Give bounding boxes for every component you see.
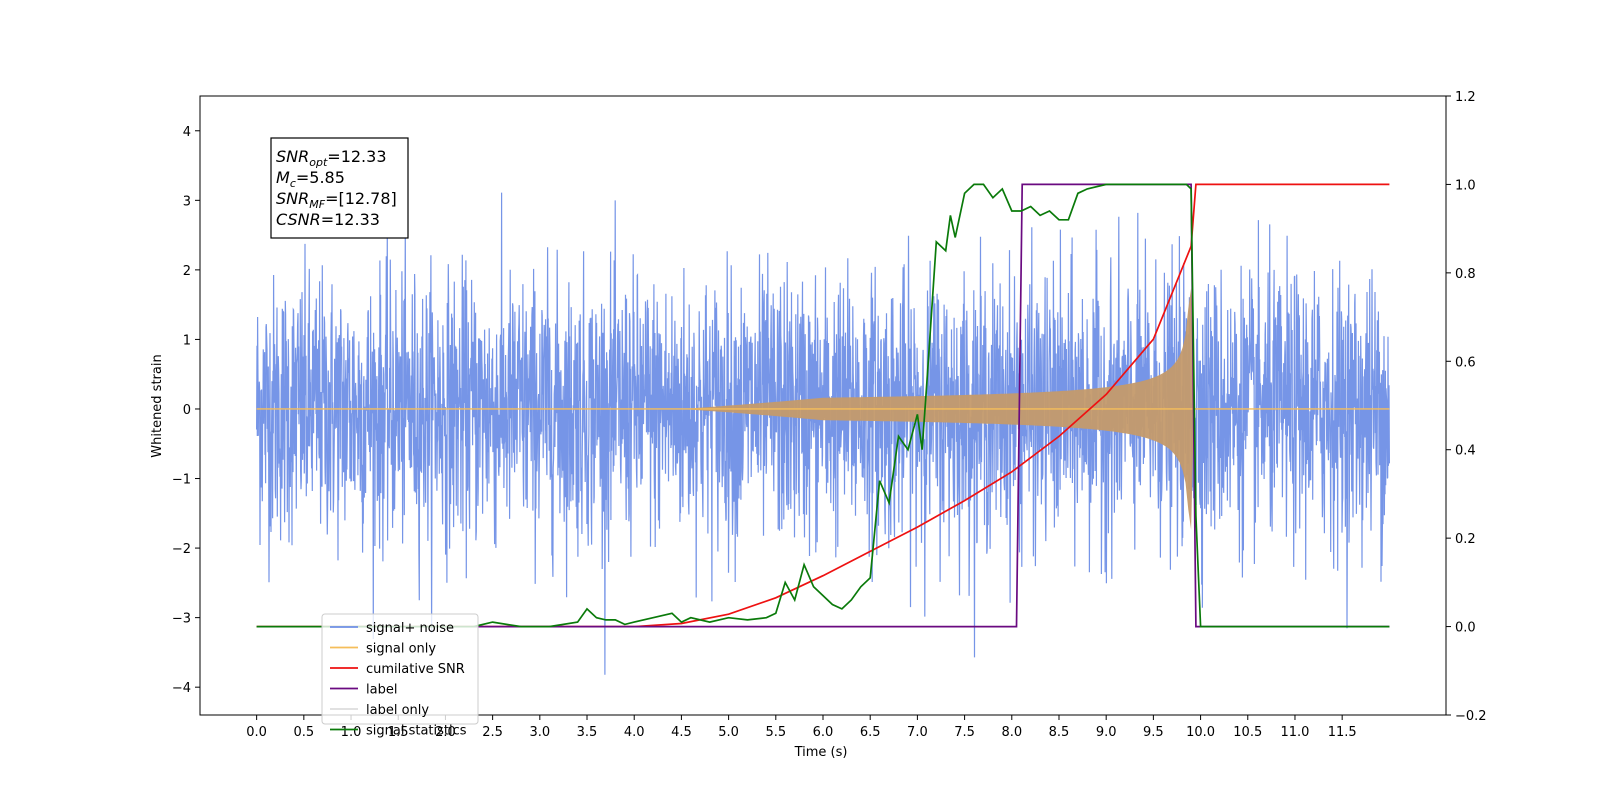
y2-tick-label: 0.8: [1455, 267, 1476, 282]
info-box-line: CSNR=12.33: [276, 210, 380, 229]
y2-tick-label: 1.0: [1455, 178, 1476, 193]
x-tick-label: 9.5: [1143, 725, 1164, 740]
legend-entry: label: [330, 683, 397, 698]
legend-entry: cumilative SNR: [330, 662, 465, 677]
legend-entry: label only: [330, 703, 429, 718]
legend-entry: signal only: [330, 642, 436, 657]
legend-label: signal+ noise: [366, 621, 454, 636]
x-tick-label: 4.0: [624, 725, 645, 740]
y-tick-label: 4: [183, 125, 191, 140]
legend-frame: [321, 613, 479, 725]
y-tick-label: 0: [183, 403, 191, 418]
x-tick-label: 11.0: [1280, 725, 1309, 740]
y2-tick-label: 0.2: [1455, 532, 1476, 547]
x-tick-label: 6.0: [813, 725, 834, 740]
legend-label: signal only: [366, 642, 436, 657]
x-tick-label: 8.5: [1049, 725, 1070, 740]
legend-label: label only: [366, 703, 429, 718]
x-tick-label: 8.0: [1001, 725, 1022, 740]
x-tick-label: 5.0: [718, 725, 739, 740]
x-tick-label: 1.5: [388, 725, 409, 740]
info-box: SNRopt=12.33Mc=5.85SNRMF=[12.78]CSNR=12.…: [270, 137, 409, 239]
y2-tick-label: 0.4: [1455, 444, 1476, 459]
legend-label: label: [366, 683, 397, 698]
y-tick-label: 1: [183, 333, 191, 348]
x-tick-label: 9.0: [1096, 725, 1117, 740]
y2-tick-label: 0.0: [1455, 621, 1476, 636]
y2-tick-label: 1.2: [1455, 90, 1476, 105]
x-tick-label: 7.5: [954, 725, 975, 740]
series-signal-statistics-line: [256, 183, 1390, 628]
y2-tick-label: −0.2: [1455, 709, 1487, 724]
legend-entry: signal statistics: [330, 724, 467, 739]
series-signal-noise-line: [256, 192, 1390, 675]
info-box-line: SNRopt=12.33: [276, 147, 387, 169]
info-box-line: Mc=5.85: [276, 168, 345, 190]
x-tick-label: 10.0: [1186, 725, 1215, 740]
x-tick-label: 3.5: [577, 725, 598, 740]
x-tick-label: 5.5: [765, 725, 786, 740]
y-axis-label: Whitened strain: [150, 354, 165, 457]
x-tick-label: 3.0: [529, 725, 550, 740]
x-tick-label: 2.5: [482, 725, 503, 740]
y2-tick-label: 0.6: [1455, 355, 1476, 370]
legend: signal+ noise signal only cumilative SNR la…: [321, 613, 479, 739]
y-tick-label: 3: [183, 194, 191, 209]
legend-label: cumilative SNR: [366, 662, 465, 677]
y-tick-label: −3: [172, 612, 191, 627]
x-tick-label: 1.0: [341, 725, 362, 740]
legend-label: signal statistics: [366, 724, 467, 739]
y-tick-label: −1: [172, 473, 191, 488]
series-cumilative-snr-line: [256, 183, 1390, 628]
x-axis-label: Time (s): [794, 745, 848, 760]
info-box-line: SNRMF=[12.78]: [276, 189, 397, 211]
x-tick-label: 0.5: [293, 725, 314, 740]
y-tick-label: −2: [172, 542, 191, 557]
x-tick-label: 4.5: [671, 725, 692, 740]
y-tick-label: −4: [172, 681, 191, 696]
info-box-frame: [270, 137, 409, 239]
x-tick-label: 2.0: [435, 725, 456, 740]
plot-area: [256, 183, 1390, 675]
x-tick-label: 11.5: [1328, 725, 1357, 740]
y-tick-label: 2: [183, 264, 191, 279]
x-tick-label: 10.5: [1233, 725, 1262, 740]
x-tick-label: 6.5: [860, 725, 881, 740]
x-tick-label: 0.0: [246, 725, 267, 740]
x-tick-label: 7.0: [907, 725, 928, 740]
legend-entry: signal+ noise: [330, 621, 454, 636]
